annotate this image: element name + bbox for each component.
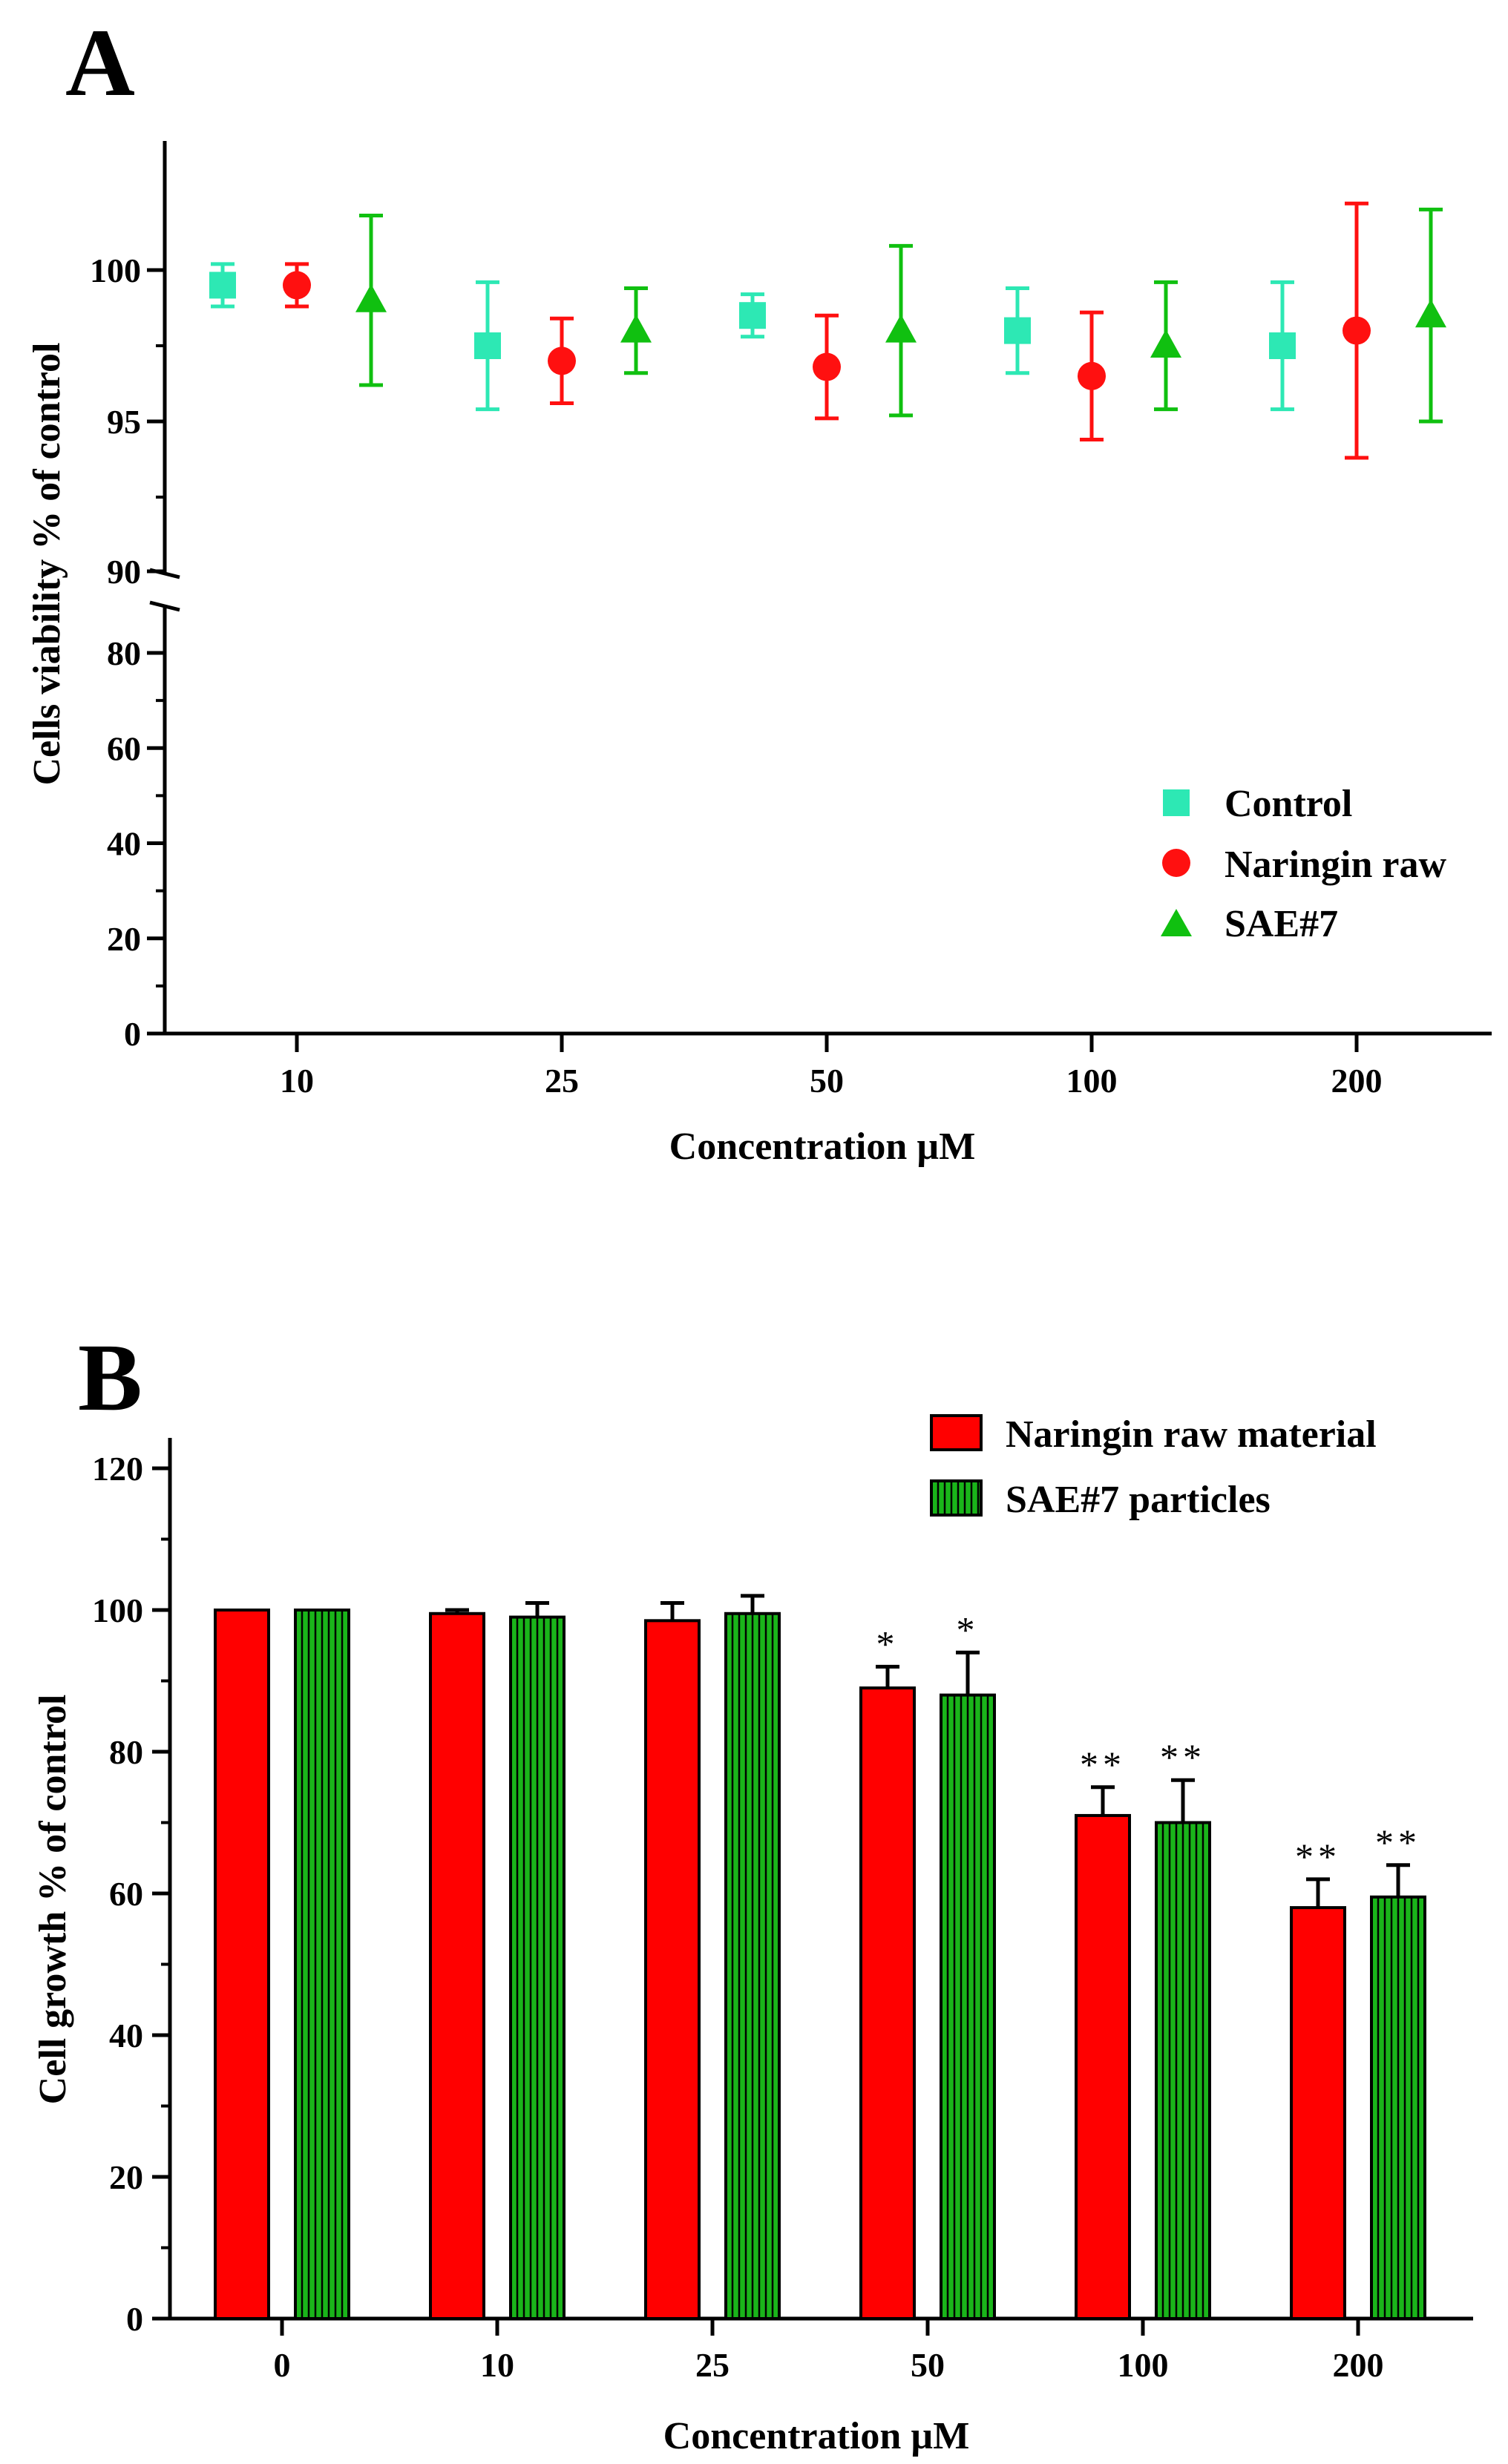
panel-b-y-axis-label: Cell growth % of control (32, 1695, 74, 2105)
panel-b-y-tick-label: 60 (109, 1875, 143, 1913)
panel-a-point-control (1269, 332, 1296, 359)
panel-a-point-sae7 (1150, 329, 1181, 358)
panel-b-x-tick-label: 100 (1118, 2346, 1169, 2384)
panel-a-y-tick-label: 60 (107, 729, 141, 767)
panel-a-point-sae7 (355, 283, 387, 312)
panel-b-bar-naringin-raw-material (1075, 1813, 1131, 2320)
panel-b-y-tick-label: 40 (109, 2017, 143, 2054)
legend-swatch-naringin-raw-material (930, 1414, 983, 1451)
panel-b-significance-mark: ** (1080, 1744, 1126, 1785)
panel-a-point-sae7 (885, 314, 917, 343)
panel-a-x-tick-label: 100 (1066, 1062, 1118, 1100)
panel-b-bar-naringin-raw-material (644, 1619, 701, 2320)
legend-label-naringin-raw: Naringin raw (1225, 844, 1446, 886)
panel-a-point-sae7 (1415, 299, 1446, 328)
legend-marker-control (1163, 789, 1190, 816)
panel-a-y-tick-label: 80 (107, 634, 141, 672)
panel-b-x-tick-label: 25 (695, 2346, 730, 2384)
panel-b-significance-mark: * (876, 1623, 899, 1664)
legend-label-sae7-particles: SAE#7 particles (1006, 1479, 1271, 1521)
panel-a-x-tick-label: 25 (545, 1062, 579, 1100)
legend-label-naringin-raw-material: Naringin raw material (1006, 1413, 1377, 1456)
panel-a-point-naringin-raw (813, 352, 841, 381)
panel-b-x-tick-label: 10 (480, 2346, 514, 2384)
panel-b-bar-naringin-raw-material (1290, 1906, 1346, 2321)
panel-a-point-control (1004, 317, 1031, 344)
panel-b-bar-naringin-raw-material (859, 1686, 916, 2321)
panel-b-x-axis-label: Concentration µM (663, 2415, 970, 2457)
panel-a-y-tick-label: 20 (107, 920, 141, 958)
panel-a-y-tick-label: 95 (107, 403, 141, 441)
panel-b-bar-naringin-raw-material (214, 1609, 270, 2320)
panel-a-x-axis-label: Concentration µM (669, 1126, 976, 1168)
panel-b-bar-naringin-raw-material (429, 1612, 485, 2320)
panel-a-label: A (65, 10, 135, 116)
legend-label-sae7: SAE#7 (1225, 903, 1338, 945)
panel-a-y-axis-label: Cells viability % of control (26, 342, 68, 785)
panel-a-point-control (209, 272, 236, 299)
panel-b-significance-mark: * (957, 1609, 980, 1650)
panel-a-point-naringin-raw (1078, 361, 1106, 390)
panel-a-point-sae7 (620, 314, 652, 343)
panel-b-y-tick-label: 0 (126, 2300, 143, 2338)
panel-b-x-tick-label: 200 (1333, 2346, 1384, 2384)
panel-b-significance-mark: ** (1160, 1736, 1206, 1778)
panel-b-y-tick-label: 20 (109, 2158, 143, 2196)
panel-b-x-tick-label: 50 (911, 2346, 945, 2384)
panel-a-y-tick-label: 40 (107, 825, 141, 863)
panel-a-legend: Control Naringin raw SAE#7 (1161, 783, 1446, 945)
legend-label-control: Control (1225, 783, 1352, 825)
panel-b-y-tick-label: 80 (109, 1733, 143, 1771)
panel-b-significance-mark: ** (1375, 1821, 1421, 1863)
panel-a-axes (149, 141, 1492, 1036)
panel-a-point-control (739, 302, 766, 329)
panel-b-significance-mark: ** (1295, 1836, 1341, 1877)
panel-b-y-tick-label: 100 (92, 1591, 143, 1629)
panel-a-point-naringin-raw (548, 346, 576, 375)
legend-swatch-fill (930, 1479, 983, 1517)
panel-b-axes (168, 1438, 1473, 2321)
panel-a-x-tick-label: 50 (810, 1062, 844, 1100)
panel-a-y-tick-label: 100 (90, 252, 141, 289)
legend-swatch-sae7-particles (930, 1479, 983, 1517)
panel-a-point-naringin-raw (283, 271, 311, 300)
panel-b-label: B (78, 1324, 142, 1431)
legend-marker-sae7 (1161, 909, 1192, 936)
panel-a-y-tick-label: 0 (124, 1015, 141, 1053)
panel-a-y-tick-label: 90 (107, 553, 141, 591)
panel-a-x-tick-label: 10 (280, 1062, 314, 1100)
panel-b-x-tick-label: 0 (274, 2346, 291, 2384)
panel-b-legend: Naringin raw material SAE#7 particles (930, 1413, 1377, 1521)
panel-a-point-control (474, 332, 501, 359)
panel-a-x-tick-label: 200 (1331, 1062, 1383, 1100)
panel-b-y-tick-label: 120 (92, 1450, 143, 1488)
panel-a-point-naringin-raw (1343, 316, 1371, 345)
legend-marker-naringin-raw (1162, 849, 1190, 877)
